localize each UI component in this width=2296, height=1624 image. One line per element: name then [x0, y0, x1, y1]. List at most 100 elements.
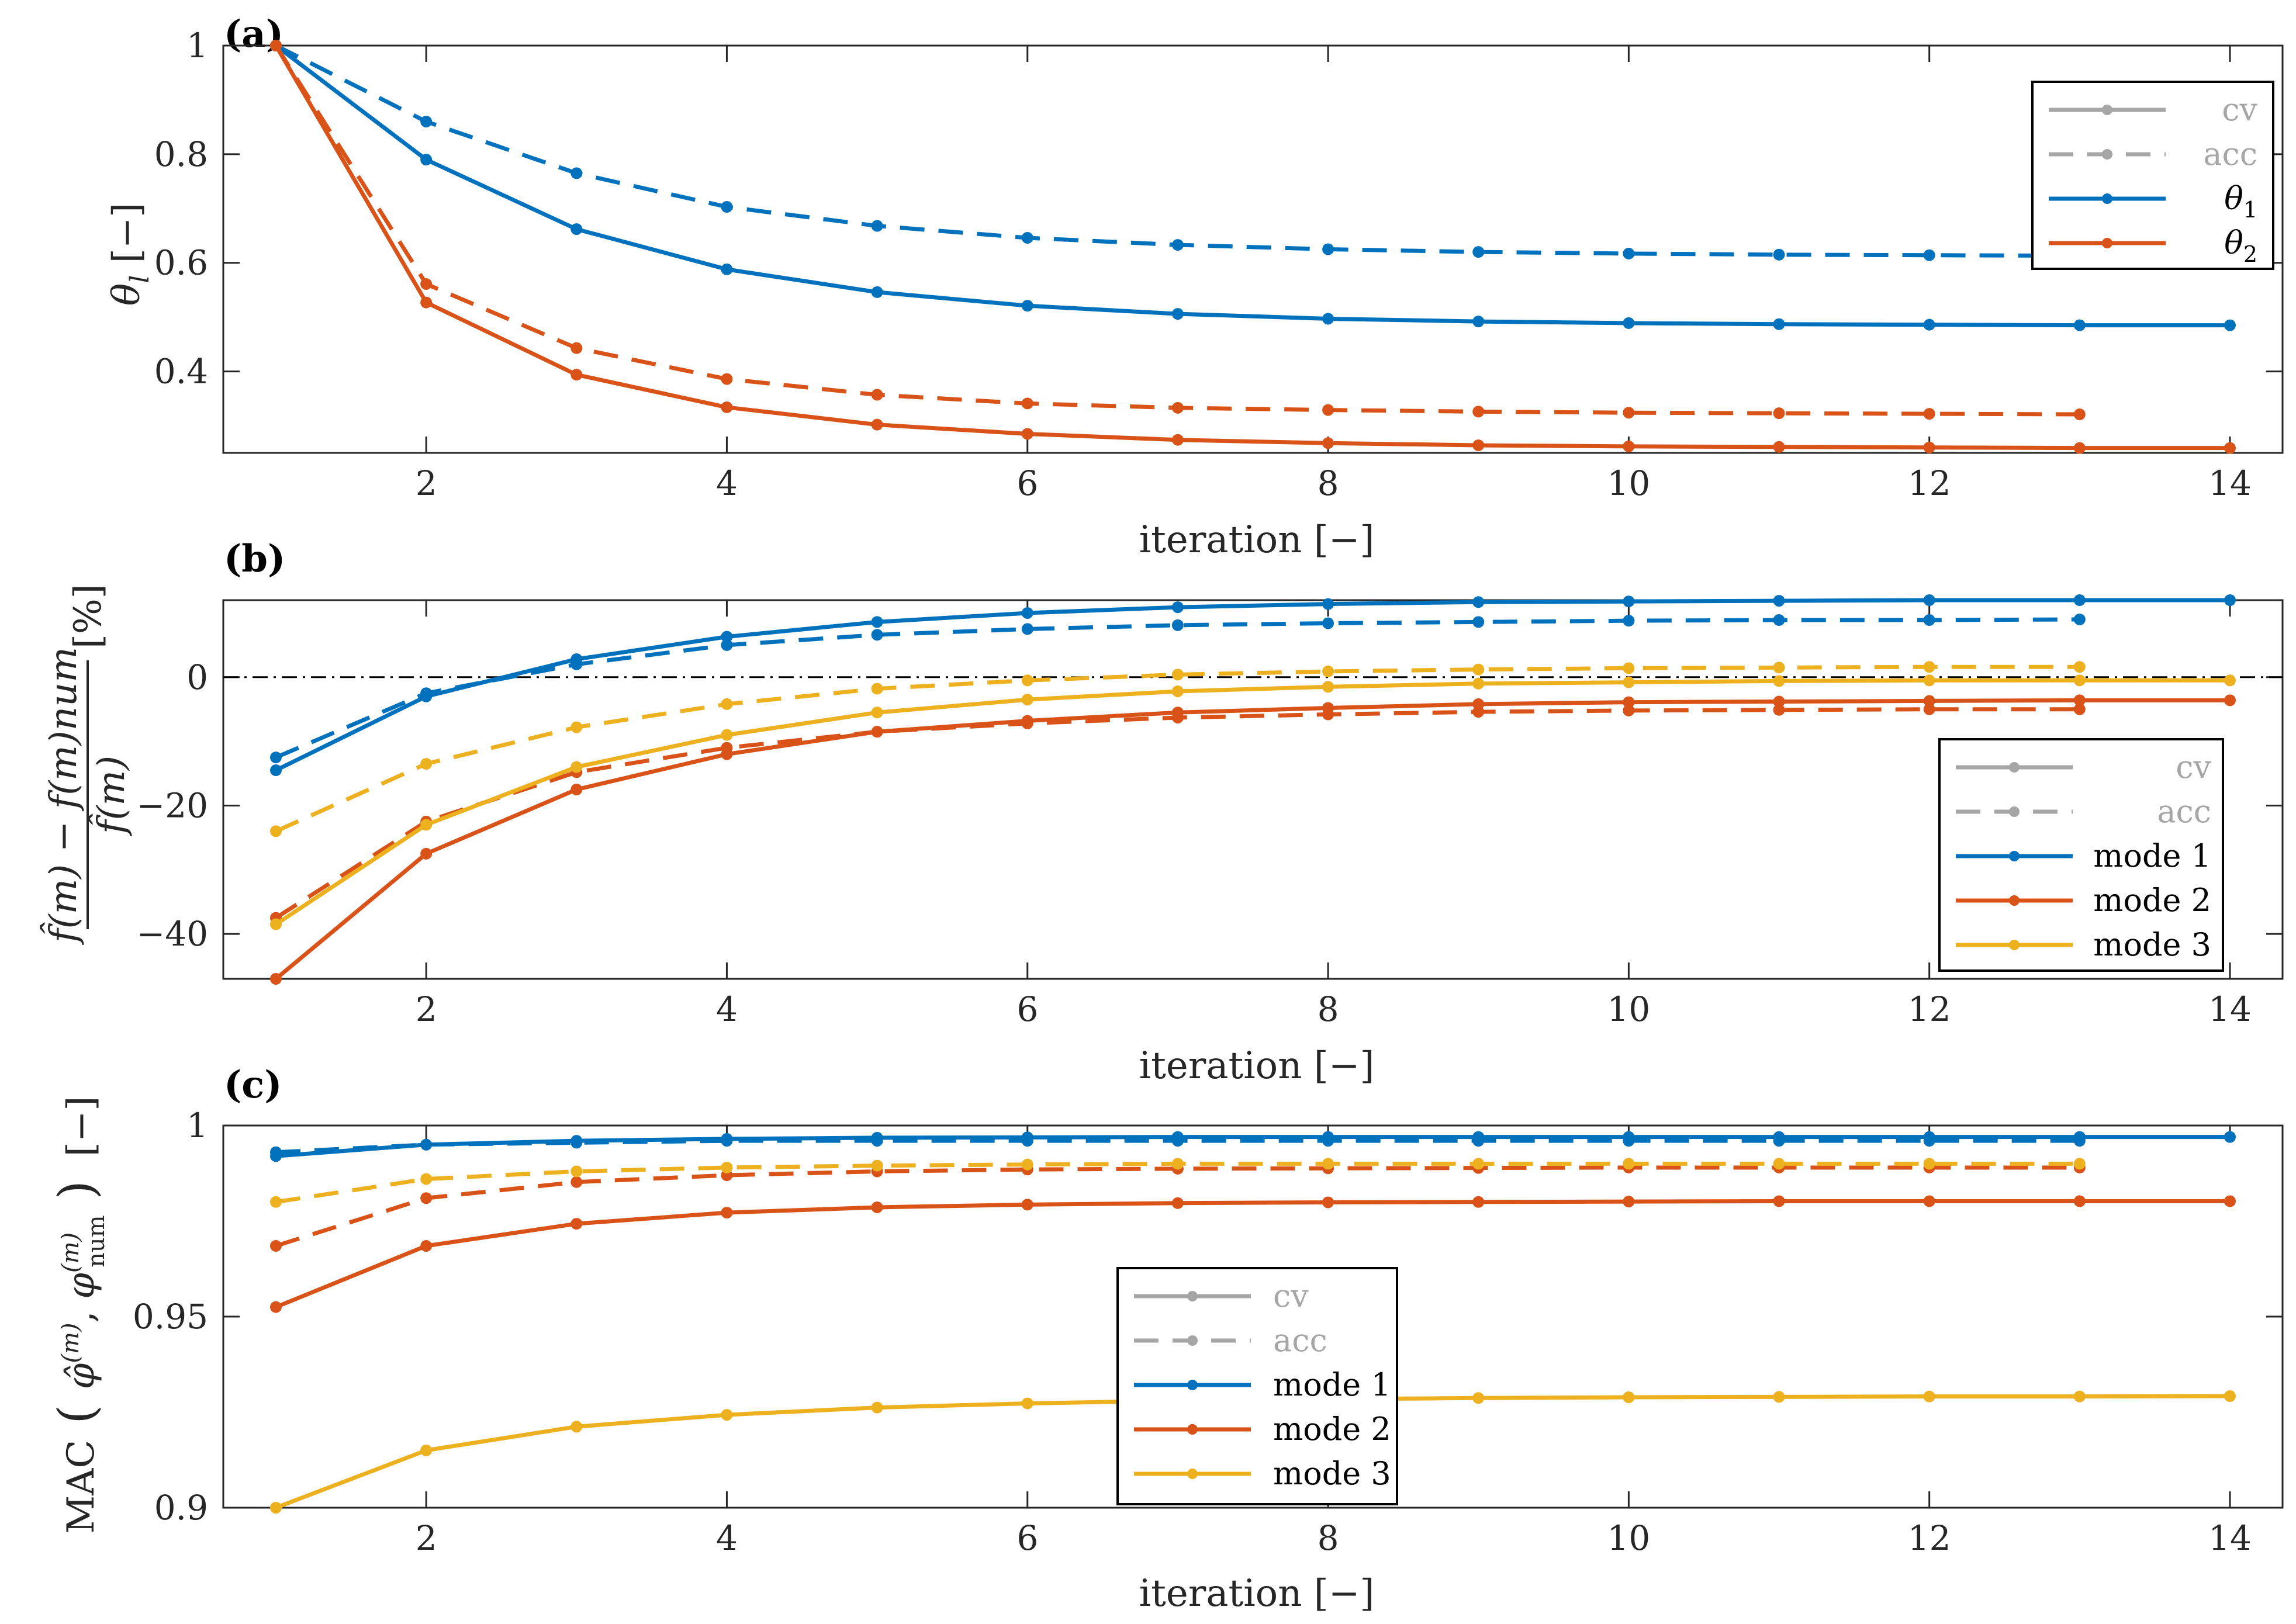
data-point	[1472, 596, 1485, 608]
data-point	[1472, 616, 1485, 628]
data-point	[420, 1192, 433, 1204]
data-point	[2224, 1195, 2236, 1207]
data-point	[1322, 437, 1334, 449]
data-point	[1923, 674, 1935, 687]
data-point	[1773, 1135, 1785, 1147]
data-point	[1773, 1158, 1785, 1170]
data-point	[2073, 703, 2086, 715]
data-point	[1021, 1199, 1033, 1211]
data-point	[2073, 1390, 2086, 1403]
data-point	[1171, 711, 1184, 723]
panel-c-xtick-label: 4	[716, 1518, 738, 1558]
panel-c-xtick-label: 12	[1908, 1518, 1951, 1558]
data-point	[1923, 661, 1935, 673]
data-point	[270, 1502, 282, 1514]
data-point	[1472, 677, 1485, 690]
data-point	[1623, 595, 1635, 608]
panel-c-phi-hat-symbol: φ̂	[60, 1363, 103, 1389]
legend-label: mode 2	[2093, 882, 2211, 919]
data-point	[270, 1301, 282, 1313]
data-point	[420, 278, 433, 290]
data-point	[1923, 1135, 1935, 1147]
data-point	[570, 658, 583, 670]
data-point	[420, 1240, 433, 1252]
data-point	[1171, 1197, 1184, 1209]
panel-b-ytick-label: −40	[137, 914, 208, 954]
series-line	[275, 598, 2230, 773]
panel-a-xtick-label: 12	[1908, 463, 1951, 503]
panel-b-legend: cv acc mode 1 mode 2 mode 3	[1938, 738, 2224, 972]
data-point	[871, 683, 883, 695]
data-point	[1171, 685, 1184, 697]
panel-b-xtick-label: 6	[1016, 989, 1038, 1029]
legend-label: mode 3	[2093, 926, 2211, 963]
data-point	[2073, 1195, 2086, 1207]
data-point	[420, 847, 433, 860]
panel-a-xtick-label: 4	[716, 463, 738, 503]
series-line	[275, 678, 2230, 926]
panel-b-ylabel-denominator: f̂(m)	[88, 756, 133, 836]
data-point	[1472, 246, 1485, 258]
data-point	[570, 342, 583, 354]
data-point	[871, 707, 883, 719]
data-point	[871, 1159, 883, 1172]
data-point	[721, 263, 733, 275]
data-point	[1623, 407, 1635, 419]
panel-c-ylabel: MAC ( φ̂(m), φ(m)num ) [−]	[48, 1096, 110, 1534]
data-point	[570, 1176, 583, 1188]
data-point	[570, 1137, 583, 1149]
data-point	[1322, 404, 1334, 416]
data-point	[420, 1173, 433, 1185]
data-point	[420, 758, 433, 770]
panel-c-letter: (c)	[224, 1063, 282, 1107]
legend-marker	[2009, 806, 2020, 817]
panel-b-ylabel-unit: [%]	[67, 584, 110, 649]
legend-marker	[2102, 105, 2112, 115]
data-point	[1623, 317, 1635, 329]
series-line	[275, 707, 2080, 920]
data-point	[270, 764, 282, 777]
data-point	[1773, 441, 1785, 453]
data-point	[721, 1409, 733, 1421]
data-point	[721, 201, 733, 213]
panel-a-xlabel: iteration [−]	[1139, 518, 1375, 562]
data-point	[1171, 1158, 1184, 1170]
panel-b-xtick-label: 2	[416, 989, 437, 1029]
data-point	[1472, 1158, 1485, 1170]
panel-a-ylabel: θl [−]	[105, 203, 155, 306]
data-point	[1171, 669, 1184, 681]
data-point	[1322, 1196, 1334, 1209]
panel-b-xtick-label: 10	[1607, 989, 1650, 1029]
data-point	[1472, 1135, 1485, 1147]
panel-b-ylabel: f̂(m) − f(m)num f̂(m) [%]	[40, 584, 133, 945]
data-point	[721, 639, 733, 651]
panel-b-ytick-label: 0	[186, 657, 208, 697]
panel-b: (b) f̂(m) − f(m)num f̂(m) [%] 2 4 6 8 10 12 14…	[40, 537, 2284, 1088]
data-point	[1322, 243, 1334, 255]
data-point	[721, 373, 733, 385]
data-point	[2073, 613, 2086, 625]
data-point	[1923, 1195, 1935, 1207]
data-point	[1923, 408, 1935, 420]
data-point	[721, 1161, 733, 1173]
data-point	[721, 631, 733, 643]
data-point	[1021, 717, 1033, 729]
data-point	[721, 1207, 733, 1219]
data-point	[1923, 614, 1935, 626]
data-point	[871, 389, 883, 401]
data-point	[1773, 695, 1785, 708]
data-point	[420, 116, 433, 128]
data-point	[2073, 694, 2086, 707]
series-line	[275, 43, 2080, 258]
panel-a-ylabel-sub: l	[125, 275, 155, 283]
data-point	[1923, 695, 1935, 707]
legend-label: acc	[1273, 1322, 1327, 1359]
data-point	[1623, 696, 1635, 708]
data-point	[1021, 623, 1033, 635]
legend-label: θ2	[2224, 224, 2257, 267]
panel-b-ylabel-numerator: f̂(m) − f(m)num	[40, 647, 85, 945]
panel-c-xtick-label: 8	[1318, 1518, 1339, 1558]
panel-c-xtick-label: 10	[1607, 1518, 1650, 1558]
